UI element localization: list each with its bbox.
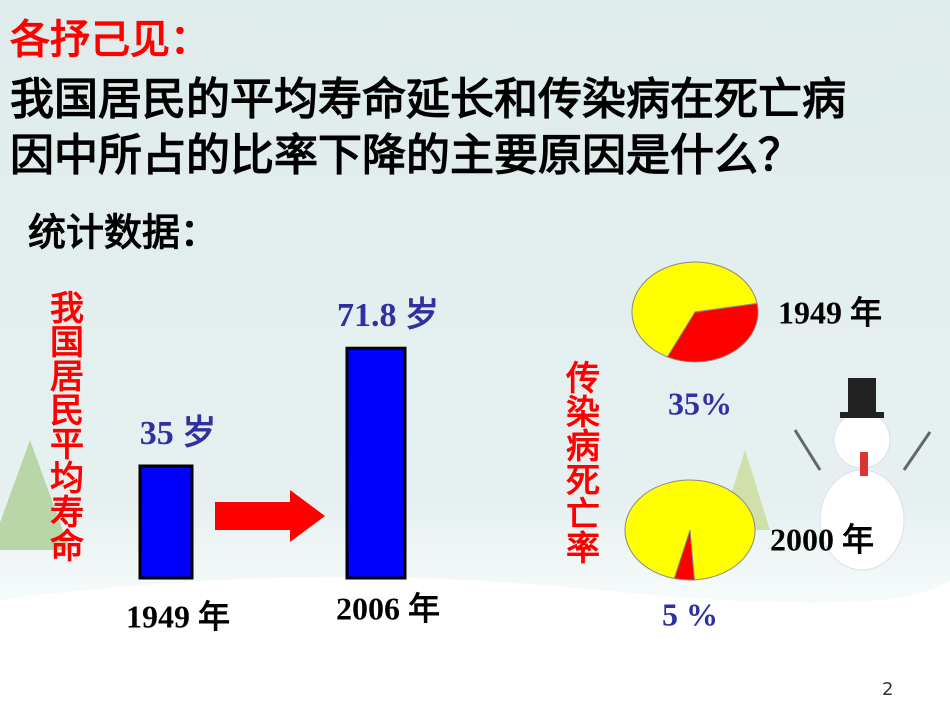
subtitle: 统计数据： bbox=[28, 211, 218, 255]
pie-slice bbox=[631, 261, 758, 358]
snowman bbox=[793, 378, 932, 571]
value-label: 5 % bbox=[662, 596, 718, 632]
slide-title: 各抒己见： bbox=[10, 17, 210, 63]
bar bbox=[345, 346, 407, 580]
category-label: 2006 年 bbox=[336, 590, 440, 626]
question-line: 我国居民的平均寿命延长和传染病在死亡病 bbox=[10, 74, 846, 125]
value-label: 71.8 岁 bbox=[337, 296, 439, 334]
pie-side-label: 传染病死亡率 bbox=[560, 360, 601, 564]
value-label: 35 岁 bbox=[140, 414, 217, 452]
page-number: 2 bbox=[882, 679, 893, 700]
arrow bbox=[215, 490, 325, 542]
pie-title: 2000 年 bbox=[770, 521, 874, 557]
bar-axis-label: 我国居民平均寿命 bbox=[44, 290, 84, 562]
pie-slice bbox=[666, 302, 759, 363]
question-line: 因中所占的比率下降的主要原因是什么？ bbox=[10, 130, 802, 181]
pie-slice bbox=[624, 479, 756, 581]
category-label: 1949 年 bbox=[126, 598, 230, 634]
value-label: 35% bbox=[668, 385, 732, 421]
bar bbox=[138, 464, 194, 580]
snow-ground bbox=[0, 577, 950, 713]
tree-left bbox=[0, 440, 70, 550]
pie-title: 1949 年 bbox=[778, 294, 882, 330]
